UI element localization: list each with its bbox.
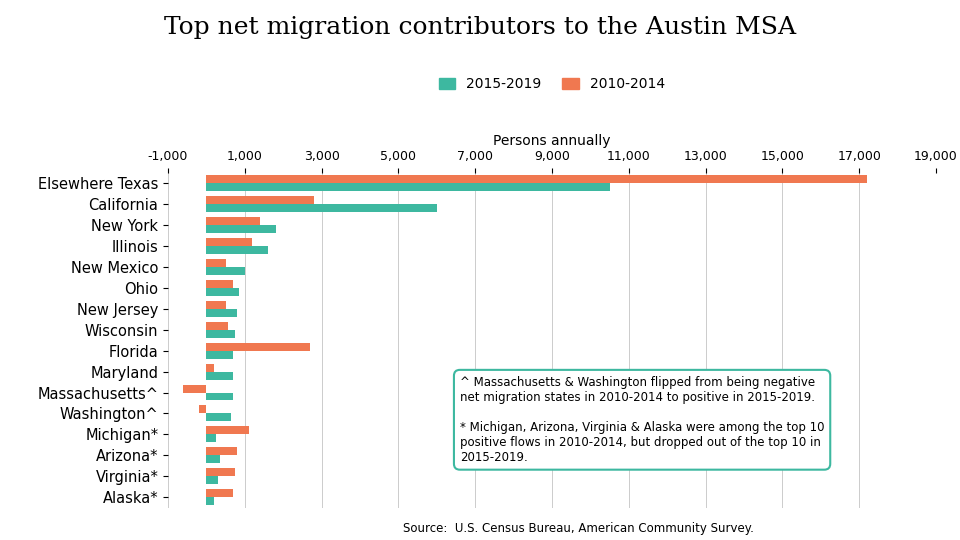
- Bar: [206, 238, 252, 246]
- Text: Source:  U.S. Census Bureau, American Community Survey.: Source: U.S. Census Bureau, American Com…: [403, 522, 754, 535]
- Bar: [206, 330, 235, 338]
- Bar: [206, 280, 233, 288]
- Bar: [206, 393, 233, 401]
- Bar: [206, 246, 268, 254]
- Bar: [206, 497, 214, 505]
- Bar: [206, 489, 233, 497]
- Bar: [206, 455, 220, 463]
- Bar: [206, 468, 235, 476]
- X-axis label: Persons annually: Persons annually: [493, 133, 611, 147]
- Bar: [206, 447, 237, 455]
- Bar: [206, 176, 867, 183]
- Bar: [206, 372, 233, 380]
- Bar: [206, 309, 237, 317]
- Bar: [206, 343, 310, 350]
- Bar: [206, 204, 437, 212]
- Bar: [206, 259, 226, 267]
- Bar: [206, 196, 314, 204]
- Bar: [206, 301, 226, 309]
- Legend: 2015-2019, 2010-2014: 2015-2019, 2010-2014: [433, 72, 671, 97]
- Bar: [206, 434, 216, 442]
- Bar: [206, 267, 245, 275]
- Text: Top net migration contributors to the Austin MSA: Top net migration contributors to the Au…: [164, 16, 796, 39]
- Bar: [206, 288, 239, 296]
- Text: ^ Massachusetts & Washington flipped from being negative
net migration states in: ^ Massachusetts & Washington flipped fro…: [460, 376, 825, 464]
- Bar: [199, 406, 206, 414]
- Bar: [183, 384, 206, 393]
- Bar: [206, 350, 233, 359]
- Bar: [206, 217, 260, 225]
- Bar: [206, 427, 249, 434]
- Bar: [206, 322, 228, 330]
- Bar: [206, 363, 214, 372]
- Bar: [206, 183, 610, 191]
- Bar: [206, 225, 276, 233]
- Bar: [206, 476, 218, 484]
- Bar: [206, 414, 231, 421]
